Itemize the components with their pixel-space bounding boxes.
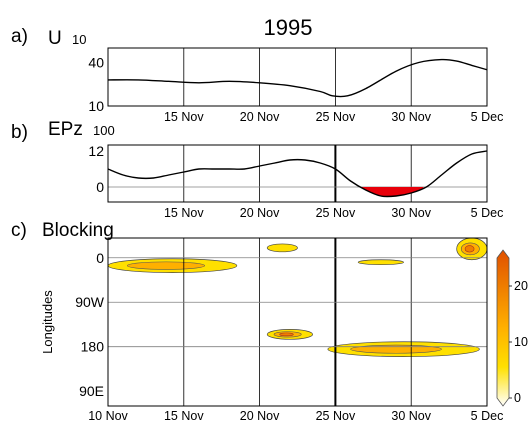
y-tick-label: 0 (96, 179, 104, 195)
panel-variable-a: U (48, 28, 62, 49)
panel-subscript-b: 100 (93, 123, 115, 138)
colorbar: 0 10 20 (496, 249, 528, 407)
plot-frame (107, 144, 488, 203)
series-line (107, 150, 488, 198)
y-tick-label: 40 (88, 55, 104, 71)
blocking-region-core (127, 261, 205, 270)
negative-shaded-area (353, 187, 424, 196)
series-line (107, 58, 488, 98)
plot-frame (107, 237, 488, 407)
x-tick-label: 30 Nov (391, 409, 431, 423)
x-tick-label: 30 Nov (391, 206, 431, 220)
panel-label-b: b) (11, 122, 28, 143)
colorbar-tick-label: 0 (514, 391, 521, 405)
x-tick-label: 25 Nov (316, 409, 356, 423)
panel-a-wind: 10 40 15 Nov 20 Nov 25 Nov 30 Nov 5 Dec (88, 47, 504, 124)
y-tick-label: 180 (81, 339, 105, 355)
x-tick-label: 20 Nov (240, 409, 280, 423)
x-tick-label: 25 Nov (316, 110, 356, 124)
x-tick-label: 5 Dec (471, 206, 504, 220)
panel-variable-c: Blocking (42, 220, 114, 241)
panel-label-c: c) (11, 220, 27, 241)
y-tick-label: 12 (88, 143, 104, 159)
x-tick-label: 20 Nov (240, 110, 280, 124)
x-tick-label: 15 Nov (164, 409, 204, 423)
colorbar-bar (496, 249, 510, 407)
x-tick-label: 10 Nov (88, 409, 128, 423)
panel-subscript-a: 10 (72, 32, 86, 47)
x-tick-label: 25 Nov (316, 206, 356, 220)
x-tick-label: 5 Dec (471, 409, 504, 423)
x-tick-label: 30 Nov (391, 110, 431, 124)
x-tick-label: 15 Nov (164, 110, 204, 124)
panel-c-blocking: 0 90W 180 90E 10 Nov 15 Nov 20 Nov 25 Nov 30 Nov… (40, 237, 504, 423)
blocking-region-peak (279, 332, 294, 337)
blocking-region-core (350, 344, 442, 354)
x-tick-label: 15 Nov (164, 206, 204, 220)
y-tick-label: 90E (79, 383, 104, 399)
y-tick-label: 0 (96, 250, 104, 266)
panel-variable-b: EPz (48, 119, 83, 140)
blocking-region (357, 259, 404, 266)
blocking-region (266, 243, 298, 253)
y-axis-title: Longitudes (40, 290, 55, 354)
chart-title: 1995 (264, 15, 313, 40)
panel-label-a: a) (11, 26, 28, 47)
y-tick-label: 90W (75, 294, 105, 310)
x-tick-label: 5 Dec (471, 110, 504, 124)
colorbar-tick-label: 20 (514, 279, 528, 293)
blocking-region-peak (464, 245, 475, 253)
panel-b-epz: 0 12 15 Nov 20 Nov 25 Nov 30 Nov 5 Dec (88, 143, 503, 220)
colorbar-tick-label: 10 (514, 335, 528, 349)
x-tick-label: 20 Nov (240, 206, 280, 220)
plot-frame (107, 47, 488, 107)
y-tick-label: 10 (88, 98, 104, 114)
